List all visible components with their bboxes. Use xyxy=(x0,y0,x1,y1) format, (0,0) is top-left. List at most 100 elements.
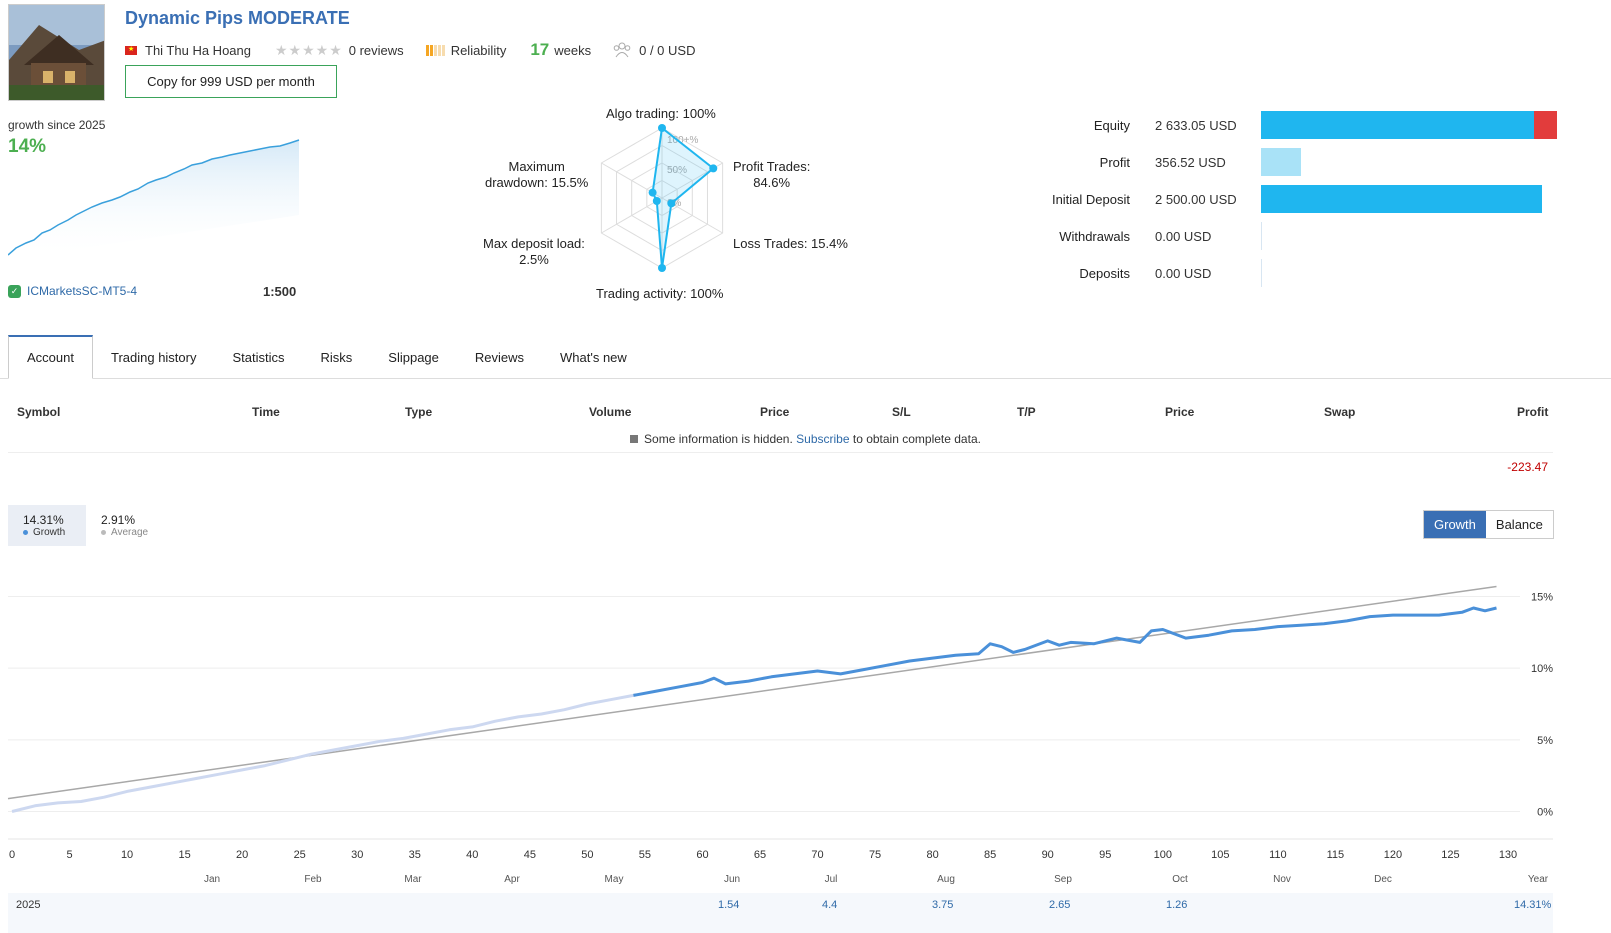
broker-name[interactable]: ICMarketsSC-MT5-4 xyxy=(27,284,138,298)
radar-point-2 xyxy=(667,199,676,208)
x-tick-label: 0 xyxy=(9,849,15,861)
radar-label-activity: Trading activity: 100% xyxy=(596,286,724,301)
x-tick-label: 110 xyxy=(1269,849,1287,861)
table-divider xyxy=(8,452,1553,453)
money-label: Profit xyxy=(1099,154,1130,170)
signal-title[interactable]: Dynamic Pips MODERATE xyxy=(125,8,350,28)
reviews-count[interactable]: 0 reviews xyxy=(348,42,404,58)
tab-risks[interactable]: Risks xyxy=(320,349,353,365)
subscribers-value: 0 / 0 USD xyxy=(639,42,696,58)
col-price-current[interactable]: Price xyxy=(1165,405,1195,419)
month-label: Nov xyxy=(1273,874,1291,885)
radar-label-algo: Algo trading: 100% xyxy=(606,106,716,121)
growth-since-label: growth since 2025 xyxy=(8,118,106,132)
money-value: 0.00 USD xyxy=(1155,265,1212,281)
money-value: 356.52 USD xyxy=(1155,154,1226,170)
x-tick-label: 10 xyxy=(121,849,133,861)
money-label: Withdrawals xyxy=(1059,228,1130,244)
total-profit: -223.47 xyxy=(1507,460,1548,474)
col-symbol[interactable]: Symbol xyxy=(17,405,61,419)
money-row-profit: Profit 356.52 USD xyxy=(1030,148,1570,176)
month-label: Jul xyxy=(825,874,838,885)
average-stat[interactable]: 2.91% Average xyxy=(101,513,148,538)
month-label: Jun xyxy=(724,874,740,885)
summary-oct: 1.26 xyxy=(1166,899,1188,911)
month-label: May xyxy=(605,874,624,885)
money-bar xyxy=(1261,111,1557,139)
rating-stars-icon: ★★★★★ xyxy=(275,41,343,58)
growth-line-history xyxy=(11,693,634,813)
tab-account[interactable]: Account xyxy=(8,335,93,379)
radar-label-drawdown: Maximum drawdown: 15.5% xyxy=(485,159,589,190)
growth-stat-label: Growth xyxy=(33,527,66,538)
x-tick-label: 130 xyxy=(1499,849,1517,861)
month-label: Oct xyxy=(1172,874,1188,885)
col-volume[interactable]: Volume xyxy=(589,405,632,419)
x-tick-label: 5 xyxy=(66,849,72,861)
money-label: Equity xyxy=(1093,117,1130,133)
col-swap[interactable]: Swap xyxy=(1324,405,1356,419)
growth-stat-value: 14.31% xyxy=(23,513,64,527)
average-stat-value: 2.91% xyxy=(101,513,136,527)
radar-chart: 100+%50%0% Algo trading: 100% Profit Tra… xyxy=(470,100,890,310)
copy-signal-button[interactable]: Copy for 999 USD per month xyxy=(125,65,337,98)
x-tick-label: 115 xyxy=(1327,849,1345,861)
col-tp[interactable]: T/P xyxy=(1017,405,1036,419)
month-label: Mar xyxy=(404,874,422,885)
month-label: Jan xyxy=(204,874,220,885)
money-label: Deposits xyxy=(1079,265,1130,281)
summary-year-total: 14.31% xyxy=(1514,899,1552,911)
radar-label-profit: Profit Trades: 84.6% xyxy=(733,159,811,190)
radar-point-3 xyxy=(658,264,666,272)
col-sl[interactable]: S/L xyxy=(892,405,911,419)
hidden-info-note: Some information is hidden. Subscribe to… xyxy=(0,432,1611,446)
growth-sparkline xyxy=(8,139,300,260)
average-trend-line xyxy=(7,585,1497,800)
month-label: Sep xyxy=(1054,874,1072,885)
tab-whats-new[interactable]: What's new xyxy=(560,349,627,365)
month-label: Aug xyxy=(937,874,955,885)
col-type[interactable]: Type xyxy=(405,405,433,419)
radar-point-1 xyxy=(709,164,718,173)
positions-table-header: Symbol Time Type Volume Price S/L T/P Pr… xyxy=(8,398,1553,426)
reliability-bars-icon xyxy=(425,44,445,56)
signal-meta: Thi Thu Ha Hoang ★★★★★ 0 reviews Reliabi… xyxy=(125,40,695,60)
x-tick-label: 50 xyxy=(581,849,593,861)
verified-shield-icon: ✓ xyxy=(8,284,21,298)
broker-link[interactable]: ✓ ICMarketsSC-MT5-4 xyxy=(8,284,137,298)
x-tick-label: 65 xyxy=(754,849,766,861)
radar-axis-4 xyxy=(601,197,663,234)
tab-slippage[interactable]: Slippage xyxy=(388,349,439,365)
growth-toggle-button[interactable]: Growth xyxy=(1424,511,1486,538)
tab-reviews[interactable]: Reviews xyxy=(474,349,525,365)
subscribe-link[interactable]: Subscribe xyxy=(796,432,850,446)
subscribers-icon xyxy=(613,42,631,58)
vietnam-flag-icon xyxy=(125,45,137,55)
balance-toggle-button[interactable]: Balance xyxy=(1485,511,1553,538)
x-tick-label: 40 xyxy=(466,849,478,861)
author-name[interactable]: Thi Thu Ha Hoang xyxy=(145,42,251,58)
money-bar xyxy=(1261,259,1262,287)
col-price-open[interactable]: Price xyxy=(760,405,790,419)
summary-sep: 2.65 xyxy=(1049,899,1071,911)
month-label: Feb xyxy=(304,874,322,885)
average-dot-icon xyxy=(101,530,106,535)
money-row-deposits: Deposits 0.00 USD xyxy=(1030,259,1570,287)
x-tick-label: 90 xyxy=(1042,849,1054,861)
summary-jul: 4.4 xyxy=(822,899,838,911)
col-time[interactable]: Time xyxy=(252,405,280,419)
col-profit[interactable]: Profit xyxy=(1517,405,1549,419)
weeks-label: weeks xyxy=(554,42,592,58)
x-tick-label: 70 xyxy=(811,849,823,861)
growth-chart[interactable]: 15% 10% 5% 0% 0 5 10 15 20 25 30 35 40 45 50 55 60 65 70 75… xyxy=(0,575,1611,890)
growth-value: 14% xyxy=(8,136,47,157)
tab-statistics[interactable]: Statistics xyxy=(232,349,285,365)
y-tick-label: 5% xyxy=(1537,735,1553,747)
tab-trading-history[interactable]: Trading history xyxy=(110,349,197,365)
signal-avatar[interactable] xyxy=(8,4,105,101)
summary-aug: 3.75 xyxy=(932,899,954,911)
x-tick-label: 30 xyxy=(351,849,363,861)
growth-stat[interactable]: 14.31% Growth xyxy=(8,505,86,546)
radar-tick-0: 100+% xyxy=(667,135,699,146)
summary-year: 2025 xyxy=(16,899,41,911)
